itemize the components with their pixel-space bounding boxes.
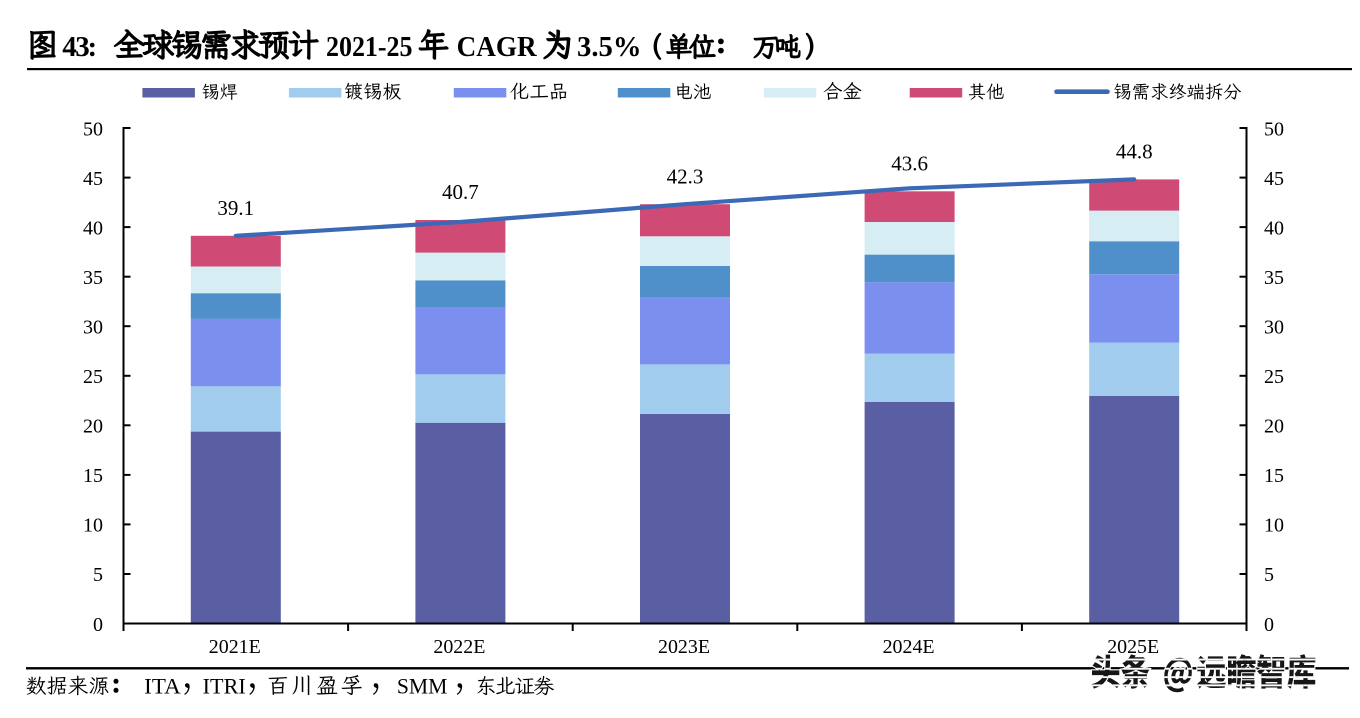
- svg-text:35: 35: [83, 267, 103, 289]
- svg-text:45: 45: [1264, 168, 1284, 190]
- svg-text:50: 50: [83, 118, 103, 140]
- svg-text:44.8: 44.8: [1116, 140, 1153, 164]
- svg-text:0: 0: [1264, 614, 1274, 636]
- svg-text:2021E: 2021E: [209, 636, 261, 658]
- svg-text:45: 45: [83, 168, 103, 190]
- svg-text:20: 20: [1264, 416, 1284, 438]
- svg-text:43: 43: [62, 31, 90, 63]
- svg-text:50: 50: [1264, 118, 1284, 140]
- svg-text:2025E: 2025E: [1107, 636, 1159, 658]
- svg-text:20: 20: [83, 416, 103, 438]
- svg-text:ITA: ITA: [144, 674, 181, 699]
- svg-text:SMM: SMM: [397, 674, 448, 699]
- svg-text:40: 40: [83, 217, 103, 239]
- svg-text:25: 25: [83, 366, 103, 388]
- svg-text::: :: [88, 31, 98, 63]
- svg-text:0: 0: [93, 614, 103, 636]
- svg-text:5: 5: [1264, 564, 1274, 586]
- svg-text:3.5%: 3.5%: [577, 31, 642, 63]
- svg-text:35: 35: [1264, 267, 1284, 289]
- svg-text:2021-25: 2021-25: [326, 31, 413, 63]
- svg-text:40.7: 40.7: [442, 180, 479, 204]
- svg-text:15: 15: [1264, 465, 1284, 487]
- svg-text:2024E: 2024E: [883, 636, 935, 658]
- svg-text:2022E: 2022E: [433, 636, 485, 658]
- svg-text:30: 30: [83, 317, 103, 339]
- svg-text:42.3: 42.3: [667, 164, 704, 188]
- svg-text:40: 40: [1264, 217, 1284, 239]
- svg-text:CAGR: CAGR: [457, 31, 538, 63]
- svg-text:10: 10: [1264, 515, 1284, 537]
- svg-text:10: 10: [83, 515, 103, 537]
- svg-text:25: 25: [1264, 366, 1284, 388]
- svg-text:2023E: 2023E: [658, 636, 710, 658]
- svg-text:5: 5: [93, 564, 103, 586]
- svg-text:39.1: 39.1: [217, 196, 254, 220]
- svg-text:15: 15: [83, 465, 103, 487]
- svg-text:ITRI: ITRI: [203, 674, 246, 699]
- svg-text:43.6: 43.6: [891, 152, 928, 176]
- svg-text:30: 30: [1264, 317, 1284, 339]
